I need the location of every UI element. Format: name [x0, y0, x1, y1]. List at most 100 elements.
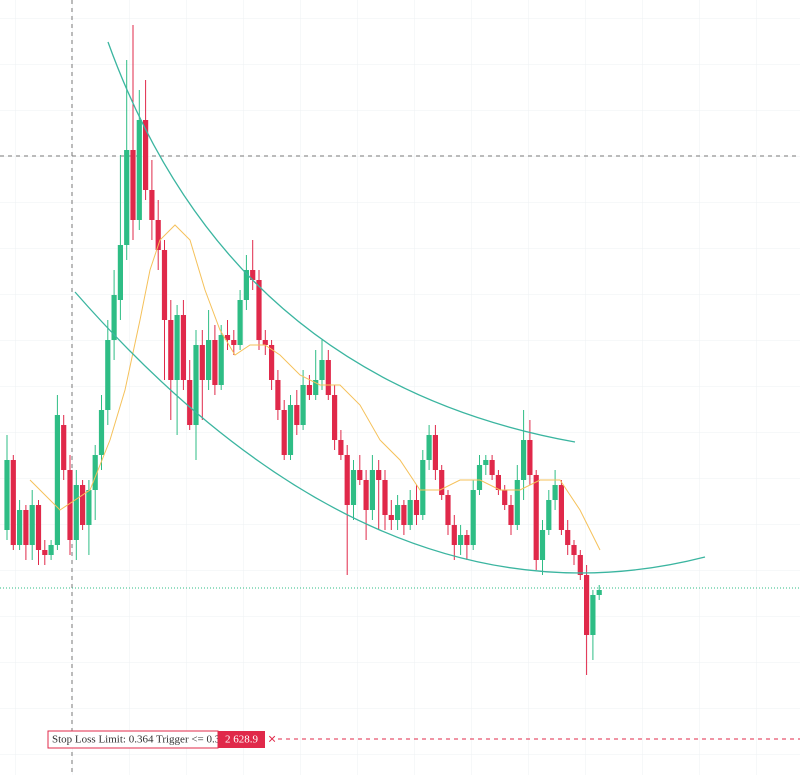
candle-body [231, 340, 237, 345]
candle-body [395, 505, 401, 520]
candle-body [80, 485, 86, 525]
candle-body [67, 470, 73, 540]
candle-body [539, 530, 546, 560]
candle-body [332, 395, 338, 440]
candle-body [344, 455, 350, 505]
candle-body [73, 485, 79, 540]
candle-body [117, 245, 123, 300]
candle-body [61, 425, 67, 470]
candle-body [313, 380, 319, 395]
candle-body [470, 490, 476, 545]
candle-body [577, 555, 583, 575]
candle-body [590, 595, 596, 635]
candle-body [451, 525, 457, 545]
candle-body [350, 470, 357, 505]
candle-body [92, 455, 98, 490]
candle-body [269, 345, 275, 380]
candle-body [558, 485, 564, 530]
order-close-button[interactable]: × [268, 731, 276, 747]
candle-body [193, 345, 199, 425]
candle-body [376, 470, 382, 480]
candle-body [476, 465, 483, 490]
candle-body [174, 315, 180, 380]
candle-body [458, 535, 464, 545]
candle-body [218, 335, 224, 385]
candle-body [42, 550, 48, 555]
candle-body [527, 440, 533, 475]
candles [4, 25, 602, 675]
candle-body [401, 505, 407, 525]
candle-body [4, 460, 10, 530]
candle-body [124, 150, 130, 245]
candle-body [325, 360, 331, 395]
candle-body [29, 505, 35, 545]
candle-body [130, 150, 136, 220]
candle-body [571, 545, 577, 555]
candle-body [388, 515, 394, 520]
candle-body [54, 415, 60, 545]
candle-body [168, 320, 174, 380]
candle-body [382, 480, 388, 515]
candle-body [105, 340, 111, 410]
candle-body [212, 340, 218, 385]
candle-body [489, 460, 495, 475]
candle-body [319, 360, 325, 380]
order-quantity: 2 628.9 [225, 734, 259, 746]
candle-body [596, 590, 602, 595]
candle-body [508, 505, 514, 525]
candle-body [237, 300, 243, 345]
candle-body [432, 435, 438, 470]
candle-body [294, 405, 300, 425]
candle-body [98, 410, 105, 455]
candle-body [495, 475, 501, 490]
order-quantity-box [218, 731, 265, 748]
candle-body [243, 270, 249, 300]
candle-body [281, 410, 287, 455]
candle-body [464, 535, 470, 545]
candle-body [546, 500, 552, 530]
channel-upper [107, 41, 576, 443]
candle-body [357, 470, 363, 480]
channel-lower [74, 291, 706, 574]
candle-body [420, 460, 426, 515]
candle-body [533, 475, 539, 560]
moving-average [29, 224, 601, 551]
candle-body [369, 470, 375, 510]
candle-body [552, 485, 558, 500]
candle-body [161, 250, 168, 320]
order-label: Stop Loss Limit: 0.364 Trigger <= 0.365 [52, 734, 232, 746]
candle-body [136, 120, 142, 220]
candle-body [187, 380, 193, 425]
candle-body [35, 505, 42, 550]
candle-body [521, 440, 527, 480]
candle-body [445, 495, 451, 525]
candle-body [275, 380, 281, 410]
candle-body [250, 270, 256, 280]
candle-body [502, 490, 508, 505]
candle-body [407, 500, 413, 525]
candle-body [10, 460, 16, 545]
candle-body [439, 470, 445, 495]
candle-body [199, 345, 205, 380]
candle-body [306, 385, 312, 395]
candle-body [23, 510, 29, 545]
candle-body [86, 490, 92, 525]
candle-body [111, 295, 117, 340]
candle-body [256, 280, 262, 340]
candle-body [206, 340, 212, 380]
candle-body [180, 315, 186, 380]
candle-body [149, 190, 155, 220]
candle-body [155, 220, 161, 250]
candle-body [300, 385, 306, 425]
candle-body [143, 120, 149, 190]
candle-body [48, 545, 54, 555]
candle-body [224, 335, 231, 340]
candle-body [483, 460, 489, 465]
candle-body [514, 480, 520, 525]
candle-body [565, 530, 571, 545]
candle-body [584, 575, 590, 635]
candle-body [338, 440, 344, 455]
candle-body [363, 480, 369, 510]
candle-body [17, 510, 23, 545]
